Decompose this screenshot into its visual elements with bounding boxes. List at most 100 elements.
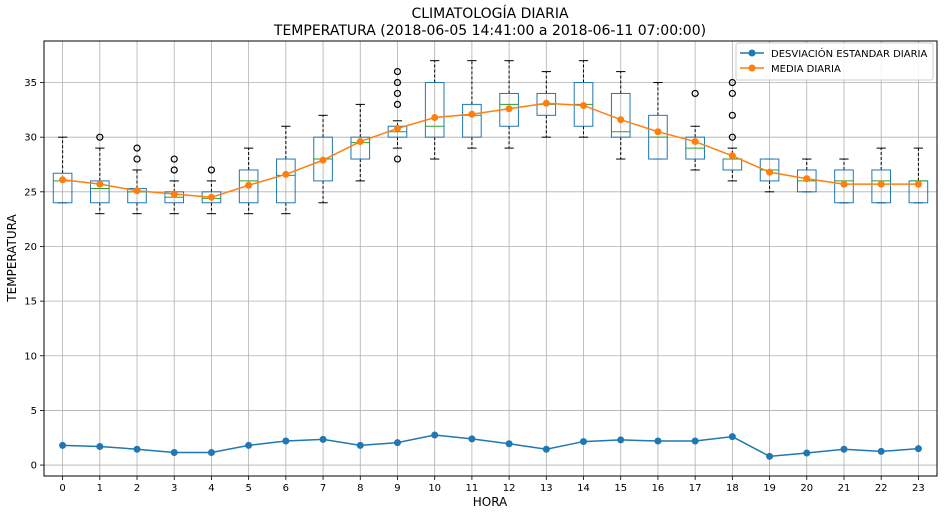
x-tick-label: 15 [614, 483, 627, 494]
series-point-std [393, 439, 401, 447]
x-tick-label: 1 [97, 483, 103, 494]
boxplot-22 [871, 147, 891, 204]
series-point-std [96, 442, 104, 450]
box [610, 92, 631, 138]
x-tick-label: 20 [800, 483, 813, 494]
legend-label-std: DESVIACIÓN ESTANDAR DIARIA [771, 47, 927, 60]
series-point-mean [245, 181, 253, 189]
box [834, 169, 854, 204]
legend: DESVIACIÓN ESTANDAR DIARIA MEDIA DIARIA [735, 42, 934, 81]
x-axis-label: HORA [473, 495, 508, 509]
y-tick-label: 5 [31, 406, 37, 417]
series-point-mean [914, 180, 922, 188]
series-point-std [282, 437, 290, 445]
box [238, 169, 259, 204]
grid [44, 41, 937, 476]
series-point-std [766, 452, 774, 460]
boxplot-21 [834, 158, 854, 204]
x-tick-label: 16 [652, 483, 665, 494]
y-axis-label: TEMPERATURA [5, 214, 19, 303]
series-point-std [319, 435, 327, 443]
series-point-std [914, 445, 922, 453]
series-point-mean [766, 168, 774, 176]
y-tick-label: 35 [24, 78, 37, 89]
series-point-std [654, 437, 662, 445]
x-tick-label: 13 [540, 483, 553, 494]
outlier-point [393, 89, 402, 98]
series-point-mean [505, 105, 513, 113]
box [462, 103, 482, 138]
series-point-std [468, 435, 476, 443]
box [350, 136, 371, 160]
series-point-std [728, 433, 736, 441]
series-point-mean [356, 138, 364, 146]
series-point-std [133, 445, 141, 453]
plot-frame [43, 40, 938, 477]
outlier-point [393, 78, 402, 87]
x-tick-label: 22 [875, 483, 888, 494]
x-tick-label: 19 [763, 483, 776, 494]
x-tick-label: 6 [283, 483, 289, 494]
outlier-point [728, 89, 736, 98]
series-point-std [803, 449, 811, 457]
outlier-point [133, 155, 141, 163]
series-point-std [245, 441, 253, 449]
x-tick-label: 14 [577, 483, 590, 494]
outlier-point [728, 133, 736, 141]
legend-label-mean: MEDIA DIARIA [771, 64, 841, 75]
legend-marker-mean [748, 64, 756, 72]
series-point-mean [728, 152, 736, 160]
y-tick-label: 20 [24, 242, 37, 253]
series-point-mean [170, 190, 178, 198]
series-point-mean [282, 170, 290, 178]
y-tick-label: 25 [24, 187, 37, 198]
outlier-point [728, 78, 736, 87]
box [201, 191, 222, 204]
series-point-mean [133, 187, 141, 195]
series-point-std [356, 441, 364, 449]
x-tick-label: 10 [428, 483, 441, 494]
series-point-mean [96, 180, 104, 188]
series-lines [59, 99, 922, 460]
outlier-point [133, 144, 141, 152]
series-line-std [62, 434, 919, 458]
x-tick-label: 5 [245, 483, 251, 494]
box [52, 172, 73, 204]
boxplot-17 [685, 89, 705, 171]
series-point-mean [877, 180, 885, 188]
outlier-point [691, 89, 699, 98]
boxplot-10 [424, 60, 445, 160]
boxplot-15 [610, 71, 631, 160]
legend-box [735, 42, 934, 81]
outlier-point [170, 166, 178, 174]
series-point-mean [542, 99, 550, 107]
series-point-std [431, 431, 439, 439]
series-point-mean [431, 114, 439, 122]
series-point-std [877, 447, 885, 455]
x-tick-label: 2 [134, 483, 140, 494]
series-point-std [580, 438, 588, 446]
y-tick-label: 0 [31, 461, 37, 472]
x-tick-label: 17 [689, 483, 702, 494]
x-tick-label: 7 [320, 483, 326, 494]
outlier-point [96, 133, 104, 141]
series-point-std [840, 445, 848, 453]
series-point-std [691, 437, 699, 445]
y-tick-label: 30 [24, 133, 37, 144]
series-point-mean [691, 138, 699, 146]
series-point-mean [654, 128, 662, 136]
series-point-mean [207, 193, 215, 201]
outlier-point [207, 166, 216, 174]
outlier-point [393, 100, 402, 108]
box [276, 158, 296, 204]
boxplot-16 [648, 82, 668, 160]
outlier-point [393, 155, 402, 163]
x-tick-label: 23 [912, 483, 925, 494]
y-tick-label: 10 [24, 351, 37, 362]
series-point-mean [617, 116, 625, 124]
series-point-std [59, 441, 67, 449]
series-point-mean [468, 110, 476, 118]
series-point-std [170, 449, 178, 457]
